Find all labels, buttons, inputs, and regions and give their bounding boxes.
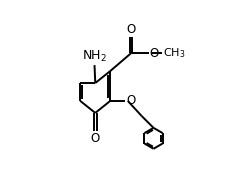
Text: O: O bbox=[150, 47, 159, 60]
Text: CH$_3$: CH$_3$ bbox=[163, 46, 186, 60]
Text: O: O bbox=[126, 94, 135, 107]
Text: NH$_2$: NH$_2$ bbox=[82, 48, 107, 64]
Text: O: O bbox=[126, 23, 136, 36]
Text: O: O bbox=[91, 132, 100, 145]
